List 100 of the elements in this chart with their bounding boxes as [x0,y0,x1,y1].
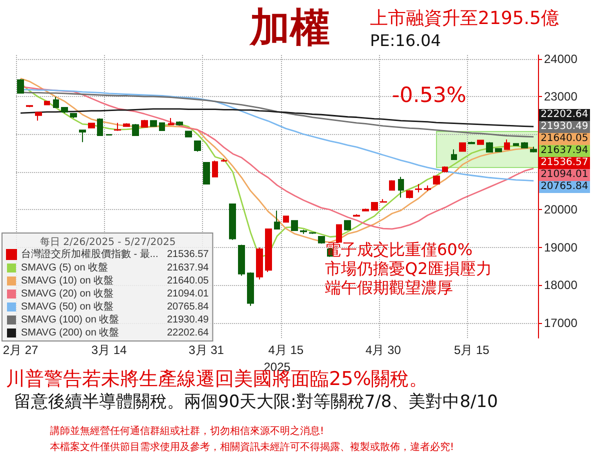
text: 21536.57 [167,249,209,260]
candlestick [459,142,466,152]
candlestick [451,148,457,160]
legend-label: SMAVG (100) on 收盤 [21,314,120,326]
chart-subtitle: 上市融資升至2195.5億 [370,7,559,30]
text: 21637.94 [167,262,209,274]
candlestick [291,220,298,232]
candlestick [389,180,395,191]
candlestick [203,162,210,185]
legend-label: SMAVG (200) on 收盤 [21,326,120,338]
candlestick [123,122,130,128]
candlestick [185,130,192,138]
text: 留意後續半導體關稅。兩個90天大限:對等關稅7/8、美對中8/10 [14,391,498,413]
candlestick [415,184,422,193]
candlestick [371,202,378,211]
candlestick [256,246,263,280]
data-label: 21637.94 [538,145,590,158]
y-tick-label: 20000 [544,202,578,217]
legend-label: SMAVG (10) on 收盤 [21,274,114,286]
x-tick-label: 2月 27 [2,343,39,357]
data-label: 21094.01 [538,169,590,182]
x-tick-label: 5月 15 [454,343,490,357]
line-series [20,108,534,128]
candlestick [398,176,404,198]
annotation: 市場仍擔憂Q2匯損壓力 [325,259,492,280]
candlestick [53,96,59,108]
data-label: 21640.05 [538,133,590,146]
chart-title: 加權 [250,4,330,53]
x-tick-label: 3月 31 [188,343,224,357]
x-tick-label: 3月 14 [91,343,127,357]
candlestick [406,190,413,199]
y-tick-label: 17000 [544,316,578,330]
candlestick [424,185,431,192]
candlestick [150,120,157,128]
text: 21640.05 [167,276,209,286]
annotation: 電子成交比重僅60% [325,240,473,260]
data-label: 21930.49 [538,121,590,134]
legend-label: 台灣證交所加權股價指數 - 最... [21,248,158,260]
text: 21536.57 [540,157,588,168]
candlestick [17,78,24,94]
candlestick [309,232,316,234]
text: 本檔案文件僅供節目需求使用及參考，相關資訊未經許可不得揭露、複製或散佈，違者必究! [50,440,454,454]
annotation: 端午假期觀望濃厚 [325,278,453,299]
candlestick [477,139,484,146]
text: 講師並無經營任何通信群組或社群，切勿相信來源不明之消息! [50,424,324,438]
candlestick [26,104,33,108]
y-tick-label: 24000 [544,52,578,66]
candlestick [159,122,165,132]
candlestick [513,142,519,146]
candlestick [521,142,528,149]
candlestick [168,118,174,126]
candlestick [221,158,227,162]
candlestick [247,272,254,306]
candlestick [336,224,342,244]
candlestick [229,204,236,240]
y-tick-label: 19000 [544,240,578,254]
candlestick [380,198,387,204]
candlestick [265,228,272,272]
x-tick-label: 4月 15 [268,343,304,357]
x-tick-label: 4月 30 [366,343,402,357]
candlestick [283,215,289,224]
candlestick [114,122,121,132]
legend-title: 每日 2/26/2025 - 5/27/2025 [40,236,176,248]
candlestick [486,142,493,153]
candlestick [504,139,510,150]
legend-label: SMAVG (5) on 收盤 [21,262,108,274]
candlestick [61,106,68,114]
candlestick [353,214,360,217]
candlestick [300,229,307,234]
candlestick [344,220,351,231]
candlestick [176,120,183,126]
candlestick [362,208,369,212]
candlestick [194,140,201,152]
candlestick [530,146,537,153]
legend-label: SMAVG (50) on 收盤 [21,300,114,312]
text: 20765.84 [167,302,209,312]
data-label: 22202.64 [538,109,590,122]
candlestick [318,236,325,244]
candlestick [70,112,77,119]
candlestick [442,166,448,172]
text: 21930.49 [167,314,209,326]
candlestick [238,244,245,276]
candlestick [35,111,42,122]
text: 22202.64 [167,328,209,338]
candlestick [468,141,475,145]
annotation: -0.53% [392,83,466,107]
candlestick [88,122,95,129]
candlestick [44,100,50,106]
text: 21094.01 [167,288,209,300]
text: PE:16.04 [370,31,441,50]
y-tick-label: 18000 [544,278,578,292]
candlestick [79,129,86,143]
data-label: 20765.84 [538,181,590,194]
y-tick-label: 23000 [544,90,578,104]
candlestick [141,119,148,128]
candlestick [132,124,139,136]
candlestick [433,175,440,185]
candlestick [495,148,502,152]
legend-label: SMAVG (20) on 收盤 [21,288,114,300]
candlestick [274,210,280,230]
